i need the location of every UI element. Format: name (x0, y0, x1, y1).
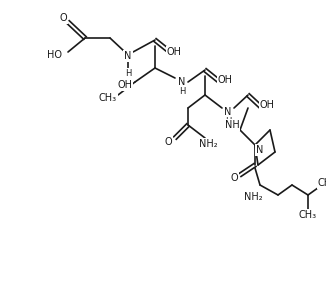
Text: N: N (224, 107, 232, 117)
Text: N: N (178, 77, 186, 87)
Text: H: H (179, 86, 185, 95)
Text: OH: OH (117, 80, 132, 90)
Text: H: H (125, 69, 131, 77)
Text: H: H (225, 117, 231, 126)
Text: N: N (124, 51, 132, 61)
Text: CH₃: CH₃ (299, 210, 317, 220)
Text: N: N (256, 145, 264, 155)
Text: CH₃: CH₃ (99, 93, 117, 103)
Text: NH: NH (225, 120, 239, 130)
Text: O: O (164, 137, 172, 147)
Text: O: O (230, 173, 238, 183)
Text: CH₃: CH₃ (318, 178, 326, 188)
Text: O: O (59, 13, 67, 23)
Text: HO: HO (48, 50, 63, 60)
Text: OH: OH (167, 47, 182, 57)
Text: NH₂: NH₂ (244, 192, 262, 202)
Text: NH₂: NH₂ (199, 139, 217, 149)
Text: OH: OH (259, 100, 274, 110)
Text: OH: OH (217, 75, 232, 85)
